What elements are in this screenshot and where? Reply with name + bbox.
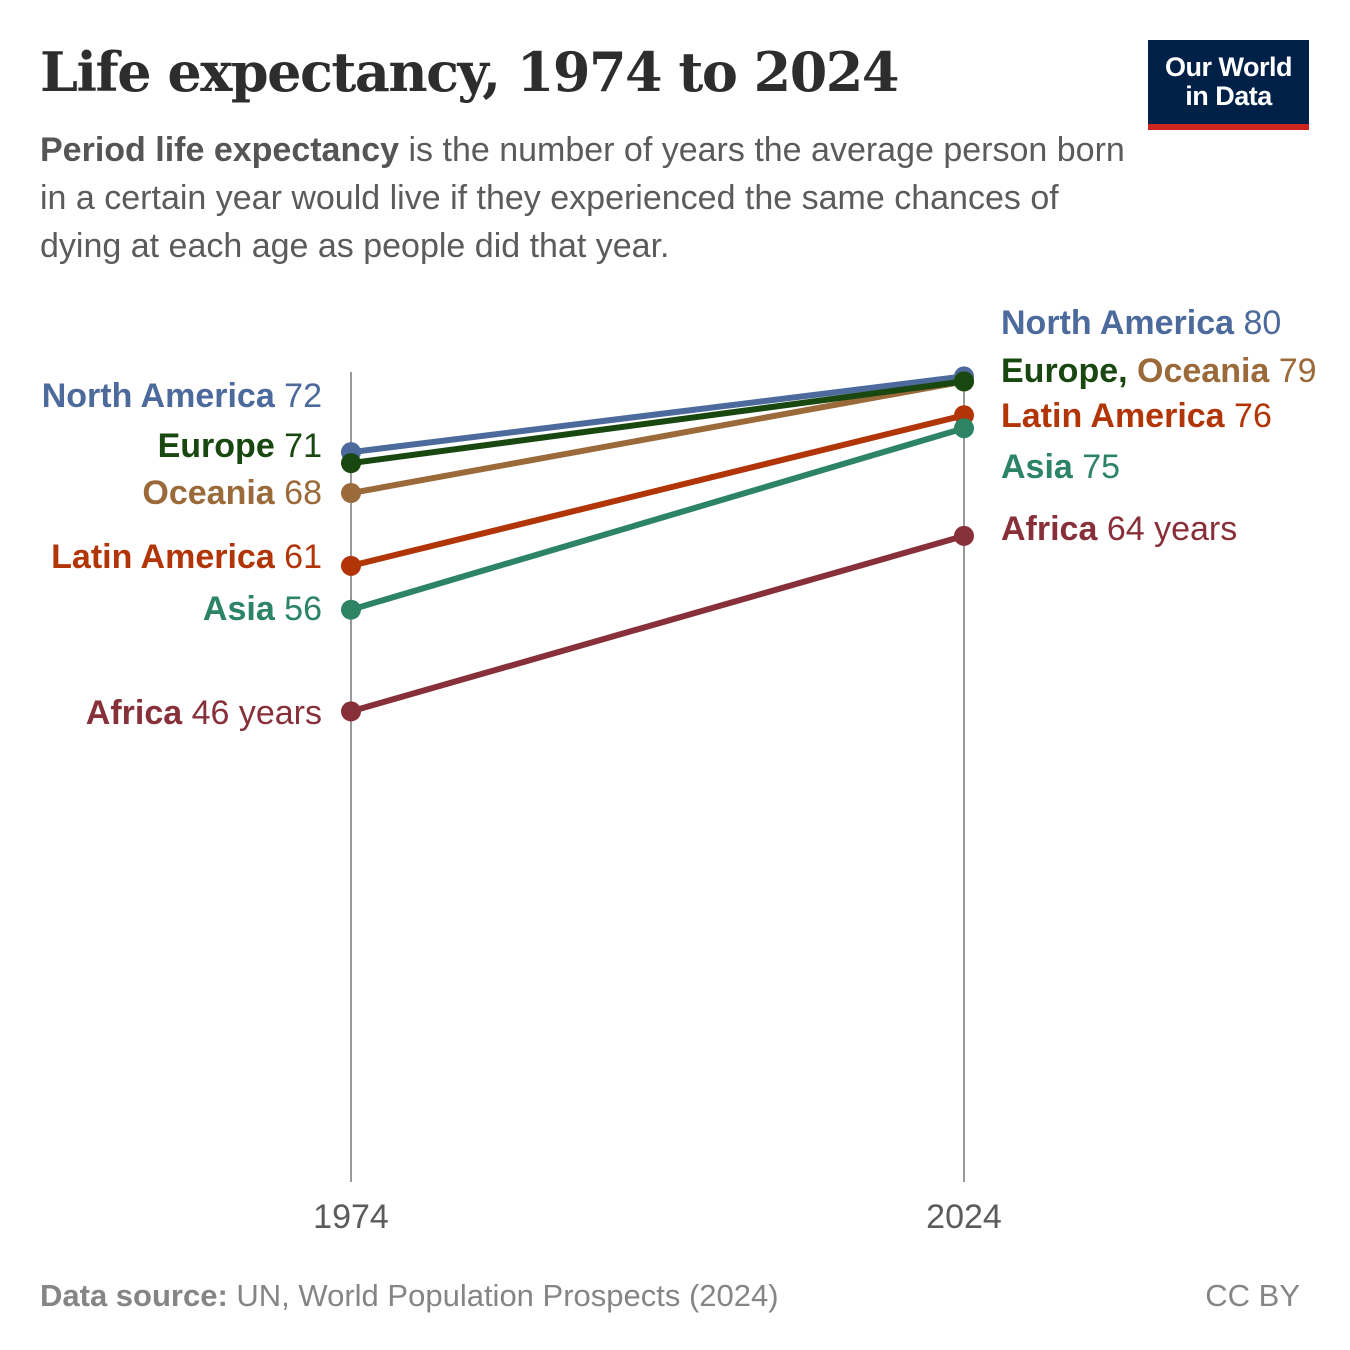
line-europe[interactable]	[350, 378, 965, 467]
logo-line-2: in Data	[1185, 81, 1272, 111]
label-name: Asia	[203, 590, 276, 628]
data-source: Data source: UN, World Population Prospe…	[40, 1278, 779, 1314]
label-value: 79	[1269, 352, 1316, 390]
label-2024-asia: Asia 75	[1001, 448, 1120, 486]
series-north-america	[341, 366, 974, 463]
source-label: Data source:	[40, 1278, 228, 1313]
point-asia-2024[interactable]	[954, 418, 974, 439]
label-value: 75	[1073, 448, 1120, 486]
series-asia	[341, 418, 974, 620]
label-name: Africa	[86, 694, 183, 732]
label-2024-latin-america: Latin America 76	[1001, 397, 1272, 435]
series-latin-america	[341, 405, 974, 576]
label-1974-north-america: North America 72	[42, 377, 322, 415]
line-africa[interactable]	[350, 533, 965, 715]
label-value: 46 years	[182, 694, 322, 732]
label-name: Oceania	[142, 474, 275, 512]
point-asia-1974[interactable]	[341, 599, 361, 620]
line-oceania[interactable]	[350, 378, 965, 496]
point-latin-america-1974[interactable]	[341, 555, 361, 576]
x-tick-1974: 1974	[313, 1198, 389, 1236]
label-1974-oceania: Oceania 68	[142, 474, 322, 512]
label-value: 61	[275, 538, 322, 576]
label-value: 56	[275, 590, 322, 628]
label-value: 68	[275, 474, 322, 512]
label-1974-latin-america: Latin America 61	[51, 538, 322, 576]
label-value: 72	[275, 377, 322, 415]
label-name: Asia	[1001, 448, 1074, 486]
line-north-america[interactable]	[350, 373, 965, 456]
license[interactable]: CC BY	[1205, 1278, 1300, 1313]
chart-subtitle: Period life expectancy is the number of …	[40, 126, 1140, 270]
chart-title: Life expectancy, 1974 to 2024	[40, 40, 899, 104]
label-1974-europe: Europe 71	[158, 427, 322, 465]
label-name-europe: Europe,	[1001, 352, 1128, 390]
line-latin-america[interactable]	[350, 412, 965, 569]
label-name: North America	[42, 377, 276, 415]
subtitle-text: is the number of years the average perso…	[40, 131, 1125, 265]
point-africa-2024[interactable]	[954, 525, 974, 546]
line-asia[interactable]	[350, 425, 965, 613]
label-2024-africa: Africa 64 years	[1001, 510, 1237, 548]
label-name: Europe	[158, 427, 275, 465]
label-name: Latin America	[51, 538, 276, 576]
source-text: UN, World Population Prospects (2024)	[227, 1278, 779, 1313]
point-africa-1974[interactable]	[341, 701, 361, 722]
label-2024-europe-oceania: Europe, Oceania 79	[1001, 352, 1317, 390]
owid-logo[interactable]: Our World in Data	[1148, 40, 1309, 130]
label-name: North America	[1001, 304, 1235, 342]
label-2024-north-america: North America 80	[1001, 304, 1281, 342]
subtitle-bold: Period life expectancy	[40, 131, 400, 169]
label-1974-africa: Africa 46 years	[86, 694, 322, 732]
label-value: 80	[1234, 304, 1281, 342]
point-europe-2024[interactable]	[954, 371, 974, 392]
label-name-oceania: Oceania	[1128, 352, 1271, 390]
label-1974-asia: Asia 56	[203, 590, 322, 628]
point-oceania-1974[interactable]	[341, 483, 361, 504]
label-name: Africa	[1001, 510, 1098, 548]
label-name: Latin America	[1001, 397, 1226, 435]
series-europe	[341, 371, 974, 474]
x-tick-2024: 2024	[926, 1198, 1002, 1236]
series-africa	[341, 525, 974, 722]
label-value: 71	[275, 427, 322, 465]
logo-line-1: Our World	[1165, 52, 1293, 82]
point-europe-1974[interactable]	[341, 453, 361, 474]
label-value: 64 years	[1097, 510, 1237, 548]
label-value: 76	[1225, 397, 1272, 435]
